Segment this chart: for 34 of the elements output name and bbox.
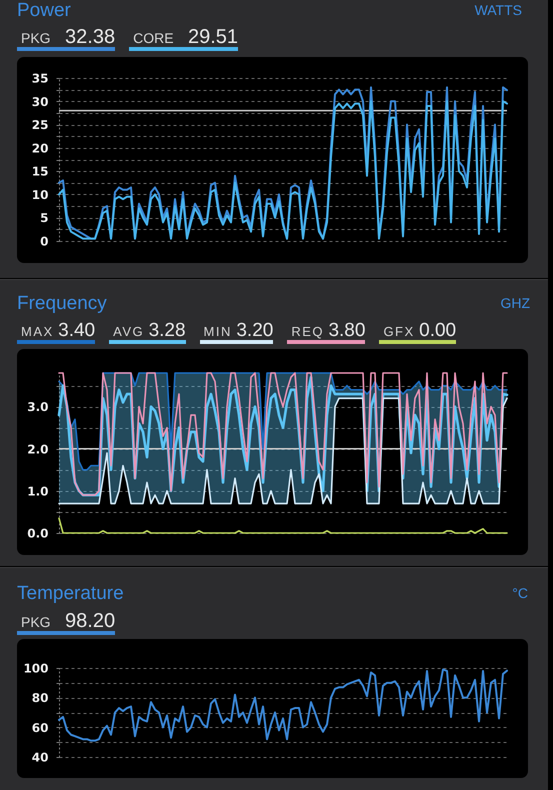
line-series — [58, 517, 508, 534]
legend-label: MAX 3.40 — [21, 320, 96, 341]
legend-label: AVG 3.28 — [113, 320, 186, 341]
legend-label: PKG 98.20 — [21, 610, 116, 632]
legend-label: PKG 32.38 — [21, 26, 116, 48]
y-tick-label: 0.0 — [27, 526, 48, 540]
line-series — [58, 668, 508, 742]
y-tick-label: 80 — [32, 691, 48, 706]
legend-label: MIN 3.20 — [204, 320, 274, 341]
y-axis-title: WATTS — [474, 2, 522, 18]
y-tick-label: 15 — [32, 164, 48, 179]
y-tick-label: 0 — [40, 234, 48, 248]
y-axis-title: GHZ — [500, 295, 530, 311]
y-tick-label: 35 — [32, 72, 48, 86]
legend-label: GFX 0.00 — [383, 320, 456, 341]
y-tick-label: 100 — [23, 662, 48, 676]
y-axis-title: °C — [512, 585, 528, 601]
chart-title: Frequency — [17, 293, 107, 314]
y-tick-label: 1.0 — [27, 484, 48, 498]
chart-title: Power — [17, 0, 71, 21]
line-series — [58, 372, 508, 471]
y-tick-label: 10 — [32, 188, 48, 202]
y-tick-label: 60 — [32, 720, 48, 735]
y-tick-label: 20 — [32, 141, 48, 156]
y-tick-label: 30 — [32, 94, 48, 109]
chart-title: Temperature — [17, 583, 124, 604]
legend-label: REQ 3.80 — [291, 320, 366, 341]
y-tick-label: 25 — [32, 118, 48, 132]
y-tick-label: 3.0 — [27, 400, 48, 414]
y-tick-label: 40 — [32, 750, 48, 764]
y-tick-label: 5 — [40, 211, 48, 226]
line-series — [58, 397, 508, 504]
legend-label: CORE 29.51 — [133, 26, 238, 48]
y-tick-label: 2.0 — [27, 442, 48, 456]
